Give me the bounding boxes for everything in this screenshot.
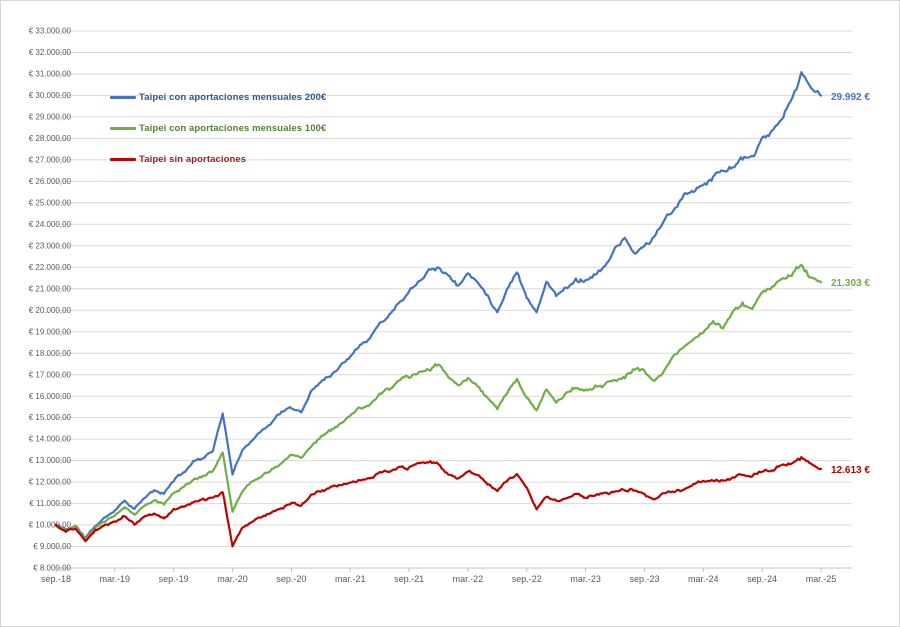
legend-label: Taipei sin aportaciones [139, 154, 247, 165]
svg-text:mar.-21: mar.-21 [335, 574, 366, 584]
svg-text:€ 18.000,00: € 18.000,00 [29, 349, 72, 358]
svg-text:mar.-20: mar.-20 [217, 574, 248, 584]
x-axis[interactable]: sep.-18 mar.-19 sep.-19 mar.-20 sep.-20 mar.-… [41, 568, 836, 584]
svg-text:€ 26.000,00: € 26.000,00 [29, 177, 72, 186]
legend-line-swatch-red [110, 158, 136, 161]
svg-text:mar.-22: mar.-22 [453, 574, 484, 584]
series-line-1[interactable] [54, 263, 823, 541]
svg-text:€ 12.000,00: € 12.000,00 [29, 478, 72, 487]
svg-text:mar.-19: mar.-19 [100, 574, 131, 584]
series-end-label-taipei-100[interactable]: 21.303 € [831, 278, 870, 289]
series-end-label-taipei-sin[interactable]: 12.613 € [831, 465, 870, 476]
svg-text:€ 17.000,00: € 17.000,00 [29, 370, 72, 379]
svg-text:€ 27.000,00: € 27.000,00 [29, 156, 72, 165]
svg-text:€ 23.000,00: € 23.000,00 [29, 241, 72, 250]
svg-text:sep.-20: sep.-20 [276, 574, 306, 584]
svg-text:€ 31.000,00: € 31.000,00 [29, 70, 72, 79]
svg-text:sep.-22: sep.-22 [512, 574, 542, 584]
svg-text:€ 16.000,00: € 16.000,00 [29, 392, 72, 401]
legend-line-swatch-blue [110, 96, 136, 99]
svg-text:€ 30.000,00: € 30.000,00 [29, 91, 72, 100]
svg-text:€ 25.000,00: € 25.000,00 [29, 198, 72, 207]
svg-text:sep.-24: sep.-24 [747, 574, 777, 584]
svg-text:sep.-18: sep.-18 [41, 574, 71, 584]
svg-text:€ 13.000,00: € 13.000,00 [29, 456, 72, 465]
svg-text:sep.-21: sep.-21 [394, 574, 424, 584]
svg-text:€ 29.000,00: € 29.000,00 [29, 113, 72, 122]
gridlines [55, 30, 852, 569]
series-line-2[interactable] [54, 456, 823, 548]
svg-text:mar.-23: mar.-23 [570, 574, 601, 584]
svg-text:€ 10.000,00: € 10.000,00 [29, 521, 72, 530]
series-end-label-taipei-200[interactable]: 29.992 € [831, 92, 870, 103]
svg-text:€ 24.000,00: € 24.000,00 [29, 220, 72, 229]
svg-text:€ 32.000,00: € 32.000,00 [29, 48, 72, 57]
svg-text:€ 20.000,00: € 20.000,00 [29, 306, 72, 315]
svg-text:€ 15.000,00: € 15.000,00 [29, 413, 72, 422]
svg-text:mar.-24: mar.-24 [688, 574, 719, 584]
svg-text:€ 11.000,00: € 11.000,00 [29, 499, 71, 508]
y-axis[interactable]: € 8.000,00 € 9.000,00 € 10.000,00 € 11.000,… [29, 27, 72, 573]
svg-text:sep.-19: sep.-19 [159, 574, 189, 584]
svg-text:€ 28.000,00: € 28.000,00 [29, 134, 72, 143]
legend-line-swatch-green [110, 127, 136, 130]
svg-text:mar.-25: mar.-25 [806, 574, 837, 584]
legend-item-taipei-sin[interactable]: Taipei sin aportaciones [110, 154, 326, 165]
legend-label: Taipei con aportaciones mensuales 100€ [139, 123, 327, 134]
svg-text:€ 14.000,00: € 14.000,00 [29, 435, 72, 444]
legend-label: Taipei con aportaciones mensuales 200€ [139, 92, 327, 103]
svg-text:€ 22.000,00: € 22.000,00 [29, 263, 72, 272]
svg-text:€ 21.000,00: € 21.000,00 [29, 284, 72, 293]
svg-text:€ 19.000,00: € 19.000,00 [29, 327, 72, 336]
svg-text:€ 9.000,00: € 9.000,00 [33, 542, 71, 551]
legend: Taipei con aportaciones mensuales 200€ T… [110, 92, 326, 185]
svg-text:€ 33.000,00: € 33.000,00 [29, 27, 72, 36]
legend-item-taipei-100[interactable]: Taipei con aportaciones mensuales 100€ [110, 123, 326, 134]
svg-text:sep.-23: sep.-23 [629, 574, 659, 584]
series-line-0[interactable] [54, 71, 823, 539]
legend-item-taipei-200[interactable]: Taipei con aportaciones mensuales 200€ [110, 92, 326, 103]
svg-text:€ 8.000,00: € 8.000,00 [33, 564, 71, 573]
